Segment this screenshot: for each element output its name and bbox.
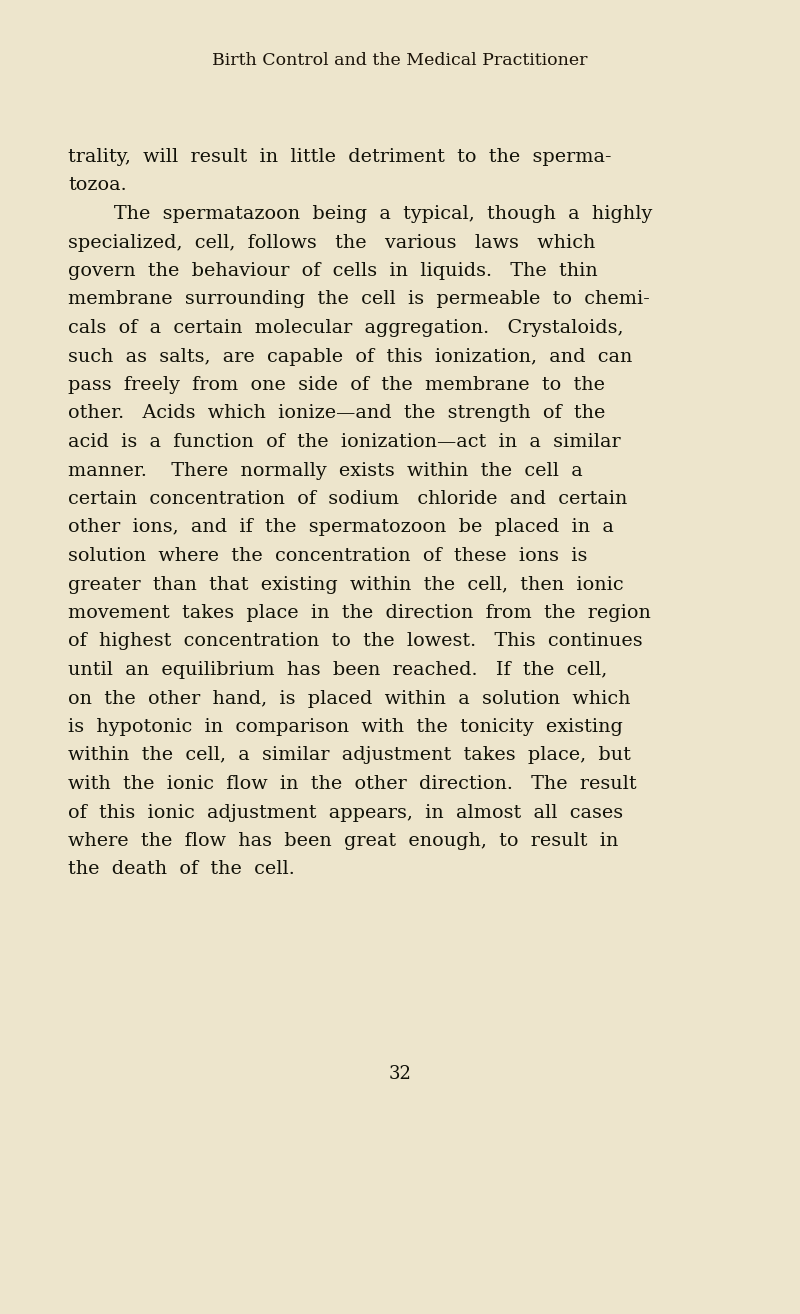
Text: of  highest  concentration  to  the  lowest.   This  continues: of highest concentration to the lowest. …	[68, 632, 642, 650]
Text: The  spermatazoon  being  a  typical,  though  a  highly: The spermatazoon being a typical, though…	[114, 205, 652, 223]
Text: other.   Acids  which  ionize—and  the  strength  of  the: other. Acids which ionize—and the streng…	[68, 405, 606, 423]
Text: such  as  salts,  are  capable  of  this  ionization,  and  can: such as salts, are capable of this ioniz…	[68, 347, 632, 365]
Text: Birth Control and the Medical Practitioner: Birth Control and the Medical Practition…	[212, 53, 588, 70]
Text: acid  is  a  function  of  the  ionization—act  in  a  similar: acid is a function of the ionization—act…	[68, 434, 621, 451]
Text: where  the  flow  has  been  great  enough,  to  result  in: where the flow has been great enough, to…	[68, 832, 618, 850]
Text: of  this  ionic  adjustment  appears,  in  almost  all  cases: of this ionic adjustment appears, in alm…	[68, 803, 623, 821]
Text: movement  takes  place  in  the  direction  from  the  region: movement takes place in the direction fr…	[68, 604, 651, 622]
Text: manner.    There  normally  exists  within  the  cell  a: manner. There normally exists within the…	[68, 461, 582, 480]
Text: solution  where  the  concentration  of  these  ions  is: solution where the concentration of thes…	[68, 547, 587, 565]
Text: certain  concentration  of  sodium   chloride  and  certain: certain concentration of sodium chloride…	[68, 490, 627, 509]
Text: trality,  will  result  in  little  detriment  to  the  sperma-: trality, will result in little detriment…	[68, 148, 611, 166]
Text: with  the  ionic  flow  in  the  other  direction.   The  result: with the ionic flow in the other directi…	[68, 775, 637, 794]
Text: within  the  cell,  a  similar  adjustment  takes  place,  but: within the cell, a similar adjustment ta…	[68, 746, 631, 765]
Text: cals  of  a  certain  molecular  aggregation.   Crystaloids,: cals of a certain molecular aggregation.…	[68, 319, 623, 336]
Text: specialized,  cell,  follows   the   various   laws   which: specialized, cell, follows the various l…	[68, 234, 595, 251]
Text: membrane  surrounding  the  cell  is  permeable  to  chemi-: membrane surrounding the cell is permeab…	[68, 290, 650, 309]
Text: 32: 32	[389, 1066, 411, 1083]
Text: the  death  of  the  cell.: the death of the cell.	[68, 861, 294, 879]
Text: greater  than  that  existing  within  the  cell,  then  ionic: greater than that existing within the ce…	[68, 576, 624, 594]
Text: is  hypotonic  in  comparison  with  the  tonicity  existing: is hypotonic in comparison with the toni…	[68, 717, 623, 736]
Text: until  an  equilibrium  has  been  reached.   If  the  cell,: until an equilibrium has been reached. I…	[68, 661, 607, 679]
Text: on  the  other  hand,  is  placed  within  a  solution  which: on the other hand, is placed within a so…	[68, 690, 630, 707]
Text: other  ions,  and  if  the  spermatozoon  be  placed  in  a: other ions, and if the spermatozoon be p…	[68, 519, 614, 536]
Text: govern  the  behaviour  of  cells  in  liquids.   The  thin: govern the behaviour of cells in liquids…	[68, 261, 598, 280]
Text: pass  freely  from  one  side  of  the  membrane  to  the: pass freely from one side of the membran…	[68, 376, 605, 394]
Text: tozoa.: tozoa.	[68, 176, 126, 194]
